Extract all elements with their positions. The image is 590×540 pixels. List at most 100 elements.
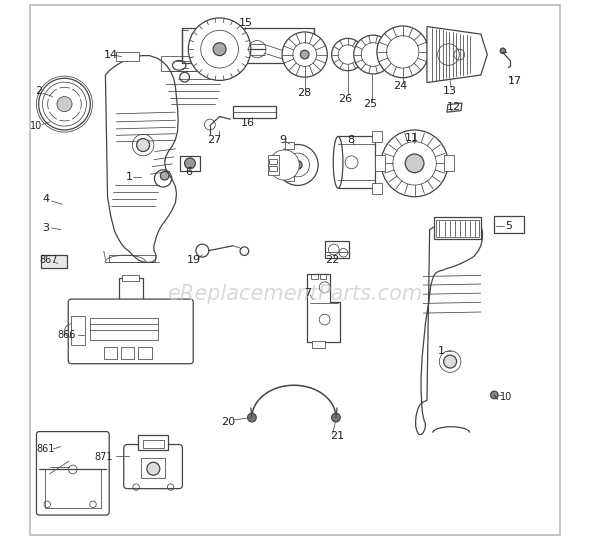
Text: 5: 5 — [505, 221, 512, 231]
Text: 10: 10 — [500, 392, 512, 402]
Bar — [122, 275, 139, 281]
Bar — [268, 156, 279, 174]
Circle shape — [188, 18, 251, 80]
Bar — [269, 159, 277, 164]
FancyBboxPatch shape — [124, 444, 182, 489]
Circle shape — [277, 145, 318, 185]
Bar — [109, 255, 155, 262]
Circle shape — [282, 32, 327, 77]
Bar — [181, 156, 199, 171]
Text: 8: 8 — [348, 134, 355, 145]
Text: 17: 17 — [507, 77, 522, 86]
Text: 1: 1 — [438, 346, 445, 356]
Bar — [311, 274, 317, 279]
Text: 16: 16 — [241, 118, 255, 129]
Text: 20: 20 — [221, 417, 235, 427]
Text: 13: 13 — [443, 86, 457, 96]
Bar — [286, 174, 294, 181]
Bar — [338, 137, 375, 188]
Text: 24: 24 — [394, 81, 408, 91]
Ellipse shape — [333, 137, 343, 188]
Text: 11: 11 — [404, 133, 418, 143]
Circle shape — [185, 158, 195, 168]
Text: 6: 6 — [185, 167, 192, 177]
Circle shape — [500, 48, 506, 53]
Circle shape — [490, 391, 498, 399]
Bar — [119, 278, 143, 303]
Bar — [138, 435, 168, 450]
Bar — [372, 183, 382, 193]
Text: 866: 866 — [57, 329, 76, 340]
Text: 19: 19 — [186, 255, 201, 265]
Circle shape — [332, 38, 364, 71]
Bar — [45, 469, 101, 508]
Text: 1: 1 — [126, 172, 133, 183]
Bar — [312, 341, 325, 348]
Polygon shape — [415, 219, 483, 435]
Circle shape — [354, 35, 392, 74]
Text: 4: 4 — [42, 194, 50, 204]
Circle shape — [160, 171, 169, 180]
Bar — [372, 131, 382, 142]
Polygon shape — [427, 26, 487, 83]
Bar — [375, 156, 385, 171]
Circle shape — [213, 43, 226, 56]
Bar — [121, 347, 135, 359]
Circle shape — [444, 355, 457, 368]
Circle shape — [300, 50, 309, 59]
Text: 22: 22 — [326, 255, 340, 265]
Bar — [182, 28, 314, 63]
Bar — [436, 220, 479, 237]
Text: 871: 871 — [94, 453, 113, 462]
Circle shape — [405, 154, 424, 173]
Bar — [494, 216, 524, 233]
Bar — [324, 241, 349, 258]
Circle shape — [196, 244, 209, 257]
Text: 21: 21 — [330, 431, 344, 441]
Bar — [142, 458, 165, 478]
Text: 12: 12 — [447, 103, 461, 112]
Bar — [162, 56, 224, 71]
Text: 28: 28 — [297, 89, 312, 98]
Circle shape — [332, 413, 340, 422]
Bar — [143, 440, 164, 448]
Text: 25: 25 — [363, 99, 378, 109]
Text: 2: 2 — [35, 86, 42, 96]
Text: 27: 27 — [207, 134, 221, 145]
Text: 867: 867 — [39, 255, 58, 265]
FancyBboxPatch shape — [37, 431, 109, 515]
Bar — [434, 217, 481, 239]
Bar — [286, 143, 294, 149]
Bar — [104, 347, 117, 359]
Circle shape — [38, 78, 90, 130]
Text: 9: 9 — [280, 134, 287, 145]
Polygon shape — [106, 56, 178, 262]
Circle shape — [137, 139, 150, 152]
Text: 26: 26 — [339, 94, 353, 104]
FancyBboxPatch shape — [68, 299, 193, 364]
Text: 861: 861 — [37, 444, 55, 454]
Polygon shape — [447, 103, 462, 112]
Bar — [269, 166, 277, 171]
Bar — [71, 316, 85, 346]
Circle shape — [147, 462, 160, 475]
Bar — [41, 255, 67, 268]
Text: 15: 15 — [238, 18, 253, 28]
Text: 14: 14 — [104, 50, 118, 59]
Circle shape — [269, 150, 299, 180]
Circle shape — [377, 26, 428, 78]
Bar — [444, 156, 454, 171]
Circle shape — [293, 161, 302, 169]
Circle shape — [350, 151, 374, 174]
Text: eReplacementParts.com: eReplacementParts.com — [168, 284, 422, 304]
Circle shape — [248, 413, 256, 422]
Bar — [233, 106, 276, 118]
Circle shape — [57, 97, 72, 112]
Text: 3: 3 — [42, 223, 50, 233]
Bar — [320, 274, 326, 279]
Circle shape — [381, 130, 448, 197]
Text: 10: 10 — [30, 120, 42, 131]
Bar — [90, 319, 158, 340]
Polygon shape — [116, 52, 139, 61]
Circle shape — [393, 141, 436, 185]
